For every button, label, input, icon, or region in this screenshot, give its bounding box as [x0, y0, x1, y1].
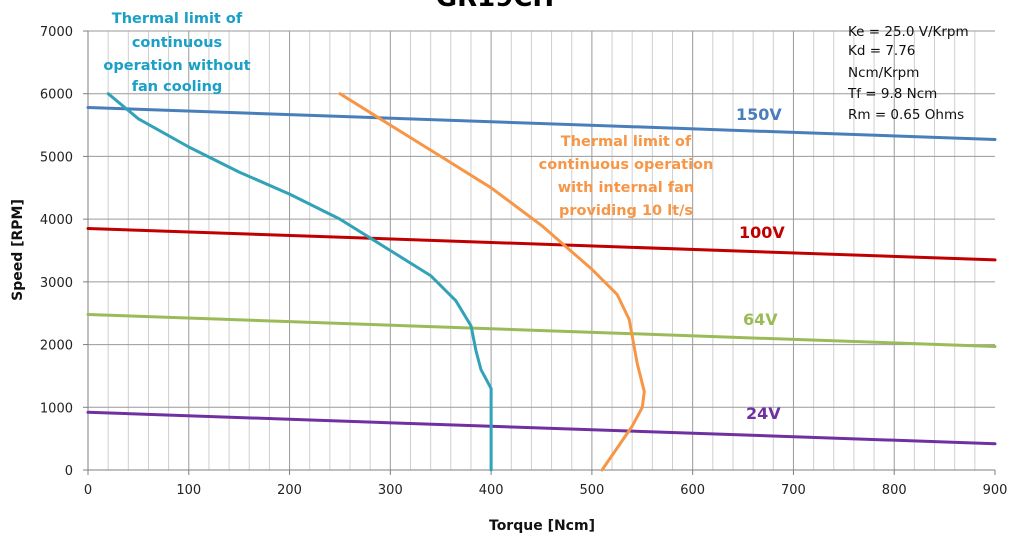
x-axis-title: Torque [Ncm] — [489, 518, 595, 534]
label-100v: 100V — [739, 223, 785, 242]
y-tick-label: 0 — [65, 464, 73, 479]
y-tick-labels: 0 1000 2000 3000 4000 5000 6000 7000 — [40, 25, 73, 479]
y-tick-label: 4000 — [40, 213, 73, 228]
y-tick-label: 7000 — [40, 25, 73, 40]
series-thermal-with-fan-line — [338, 92, 646, 472]
y-axis-title: Speed [RPM] — [10, 199, 26, 301]
x-tick-label: 600 — [680, 483, 705, 498]
y-tick-label: 2000 — [40, 339, 73, 354]
x-tick-label: 200 — [277, 483, 302, 498]
y-tick-label: 5000 — [40, 150, 73, 165]
annotation-with-fan-line2: continuous operation — [539, 157, 714, 173]
grid — [88, 30, 995, 470]
annotation-without-fan-line4: fan cooling — [132, 79, 223, 95]
annotation-with-fan-line3: with internal fan — [558, 180, 694, 196]
param-tf: Tf = 9.8 Ncm — [847, 86, 937, 102]
x-tick-label: 400 — [479, 483, 504, 498]
x-tick-label: 700 — [781, 483, 806, 498]
series-thermal-no-fan-line — [106, 92, 493, 472]
series-100v-line — [86, 227, 997, 262]
y-tick-label: 1000 — [40, 401, 73, 416]
series-24v-line — [86, 410, 997, 446]
annotation-without-fan-line2: continuous — [132, 35, 222, 51]
x-tick-label: 900 — [983, 483, 1008, 498]
series-64v-line — [86, 313, 997, 348]
series-lines — [86, 92, 997, 472]
x-tick-label: 0 — [84, 483, 92, 498]
param-ke: Ke = 25.0 V/Krpm — [848, 24, 969, 40]
annotation-without-fan-line1: Thermal limit of — [112, 11, 243, 27]
y-tick-label: 6000 — [40, 88, 73, 103]
series-150v-line — [86, 106, 997, 141]
y-tick-label: 3000 — [40, 276, 73, 291]
annotation-with-fan-line4: providing 10 lt/s — [559, 203, 693, 219]
label-24v: 24V — [746, 404, 781, 423]
annotation-without-fan-line3: operation without — [103, 58, 250, 74]
x-tick-label: 800 — [882, 483, 907, 498]
axes — [83, 30, 996, 475]
chart-title: GR19CH — [436, 0, 554, 13]
annotation-with-fan: Thermal limit of continuous operation wi… — [539, 134, 714, 219]
param-kd-unit: Ncm/Krpm — [848, 65, 919, 81]
x-tick-label: 500 — [579, 483, 604, 498]
annotation-without-fan: Thermal limit of continuous operation wi… — [103, 11, 250, 95]
label-64v: 64V — [743, 310, 778, 329]
param-rm: Rm = 0.65 Ohms — [848, 107, 964, 123]
param-kd: Kd = 7.76 — [848, 43, 915, 59]
label-150v: 150V — [736, 105, 782, 124]
motor-parameters: Ke = 25.0 V/Krpm Kd = 7.76 Ncm/Krpm Tf =… — [847, 24, 969, 123]
x-tick-labels: 0 100 200 300 400 500 600 700 800 900 — [84, 483, 1008, 498]
annotation-with-fan-line1: Thermal limit of — [561, 134, 692, 150]
x-tick-label: 100 — [176, 483, 201, 498]
x-tick-label: 300 — [378, 483, 403, 498]
